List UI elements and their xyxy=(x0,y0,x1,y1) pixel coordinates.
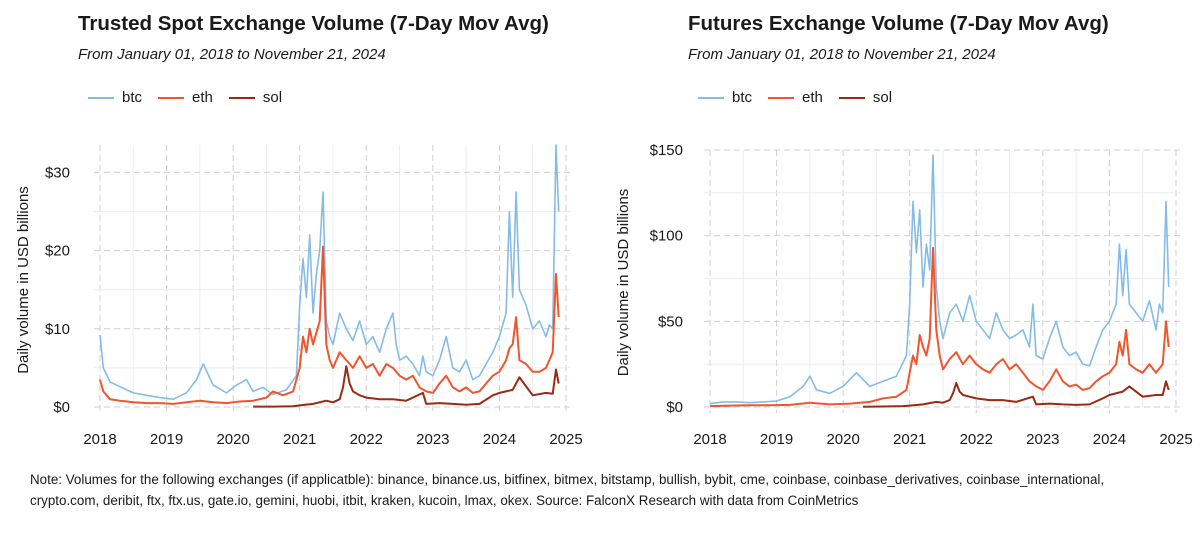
y-axis-label: Daily volume in USD billions xyxy=(615,189,632,377)
legend-label-sol: sol xyxy=(872,89,893,106)
legend-swatch-btc xyxy=(88,97,114,99)
legend-item-sol: sol xyxy=(228,88,283,108)
legend-label-eth: eth xyxy=(192,89,213,106)
legend-label-sol: sol xyxy=(262,89,283,106)
y-tick-label: $100 xyxy=(650,228,683,245)
y-tick-label: $30 xyxy=(45,164,70,181)
source-note: Note: Volumes for the following exchange… xyxy=(30,472,1105,508)
series-line-eth xyxy=(99,245,560,405)
x-tick-label: 2022 xyxy=(960,431,993,448)
futures-volume-chart: Futures Exchange Volume (7-Day Mov Avg) … xyxy=(600,0,1200,460)
legend-swatch-btc xyxy=(698,97,724,99)
y-tick-label: $150 xyxy=(650,142,683,159)
legend-item-btc: btc xyxy=(698,88,752,108)
y-tick-label: $0 xyxy=(53,399,70,416)
series-line-sol xyxy=(863,380,1170,408)
y-tick-label: $10 xyxy=(45,321,70,338)
y-tick-label: $0 xyxy=(666,399,683,416)
plot-area: $0 $50 $100 $150 2018 2019 2020 2021 2022 2023 202… xyxy=(615,142,1193,448)
x-tick-label: 2019 xyxy=(760,431,793,448)
y-tick-label: $50 xyxy=(658,313,683,330)
x-tick-label: 2021 xyxy=(893,431,926,448)
x-tick-label: 2018 xyxy=(83,431,116,448)
x-tick-label: 2023 xyxy=(1026,431,1059,448)
y-tick-label: $20 xyxy=(45,243,70,260)
chart-legend: btc eth sol xyxy=(88,88,298,108)
x-tick-label: 2023 xyxy=(416,431,449,448)
legend-label-eth: eth xyxy=(802,89,823,106)
x-tick-label: 2022 xyxy=(350,431,383,448)
x-tick-label: 2024 xyxy=(483,431,516,448)
legend-swatch-sol xyxy=(838,97,865,99)
legend-label-btc: btc xyxy=(122,89,143,106)
legend-swatch-eth xyxy=(768,97,795,99)
series-line-btc xyxy=(709,154,1170,405)
series-line-sol xyxy=(253,365,560,408)
x-tick-label: 2020 xyxy=(826,431,859,448)
legend-item-btc: btc xyxy=(88,88,142,108)
x-tick-label: 2024 xyxy=(1093,431,1126,448)
spot-volume-chart: Trusted Spot Exchange Volume (7-Day Mov … xyxy=(0,0,600,460)
legend-swatch-eth xyxy=(158,97,185,99)
x-tick-label: 2021 xyxy=(283,431,316,448)
gridlines xyxy=(704,149,1180,413)
x-tick-label: 2018 xyxy=(693,431,726,448)
x-tick-label: 2020 xyxy=(216,431,249,448)
series-line-eth xyxy=(709,246,1170,408)
x-tick-label: 2019 xyxy=(150,431,183,448)
legend-item-eth: eth xyxy=(158,88,213,108)
chart-title: Futures Exchange Volume (7-Day Mov Avg) xyxy=(688,12,1109,35)
x-tick-label: 2025 xyxy=(549,431,582,448)
legend-label-btc: btc xyxy=(732,89,753,106)
plot-area: $0 $10 $20 $30 2018 2019 2020 2021 2022 2023 2024 2… xyxy=(15,144,583,448)
chart-title: Trusted Spot Exchange Volume (7-Day Mov … xyxy=(78,12,549,35)
y-axis-label: Daily volume in USD billions xyxy=(15,186,32,374)
series-line-btc xyxy=(99,144,560,401)
chart-subtitle: From January 01, 2018 to November 21, 20… xyxy=(78,46,386,63)
x-tick-label: 2025 xyxy=(1159,431,1192,448)
legend-swatch-sol xyxy=(228,97,255,99)
legend-item-sol: sol xyxy=(838,88,893,108)
chart-legend: btc eth sol xyxy=(698,88,908,108)
chart-subtitle: From January 01, 2018 to November 21, 20… xyxy=(688,46,996,63)
gridlines xyxy=(94,145,570,413)
legend-item-eth: eth xyxy=(768,88,823,108)
